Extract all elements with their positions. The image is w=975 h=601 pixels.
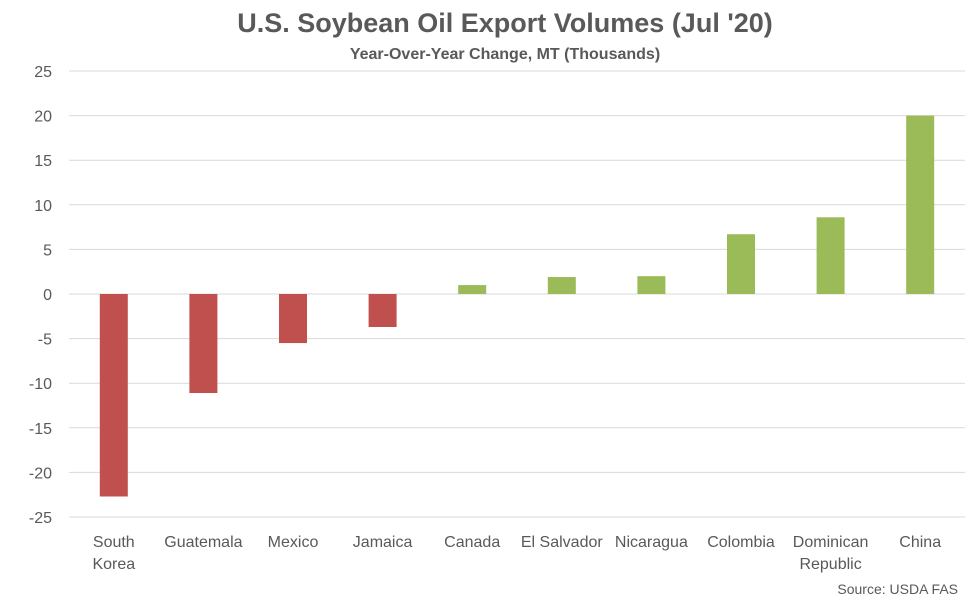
- bar: [816, 217, 845, 294]
- x-category-label: Republic: [799, 556, 861, 573]
- y-tick-label: 10: [34, 198, 52, 215]
- y-tick-label: -25: [29, 510, 52, 527]
- x-category-label: Jamaica: [353, 534, 413, 551]
- x-category-label: China: [899, 534, 941, 551]
- x-category-label: El Salvador: [521, 534, 603, 551]
- x-category-label: Canada: [444, 534, 500, 551]
- x-category-label: South: [93, 534, 135, 551]
- y-tick-label: -15: [29, 421, 52, 438]
- x-category-label: Korea: [92, 556, 135, 573]
- y-tick-label: 15: [34, 153, 52, 170]
- bar: [547, 277, 576, 294]
- x-category-label: Mexico: [268, 534, 319, 551]
- bar: [637, 276, 666, 294]
- chart-subtitle: Year-Over-Year Change, MT (Thousands): [350, 46, 660, 63]
- y-tick-label: 25: [34, 64, 52, 81]
- bar: [727, 234, 755, 294]
- bar: [99, 294, 128, 497]
- x-category-label: Dominican: [793, 534, 869, 551]
- gridlines: [69, 70, 965, 518]
- y-tick-label: 20: [34, 109, 52, 126]
- chart-title: U.S. Soybean Oil Export Volumes (Jul '20…: [237, 8, 773, 38]
- x-category-label: Colombia: [707, 534, 775, 551]
- bar: [368, 294, 397, 328]
- source-note: Source: USDA FAS: [837, 581, 958, 597]
- y-tick-label: -10: [29, 376, 52, 393]
- x-category-label: Guatemala: [164, 534, 242, 551]
- bar: [189, 294, 218, 394]
- bar: [458, 285, 487, 294]
- bar: [906, 115, 935, 294]
- y-axis-ticks: 25 20 15 10 5 0 -5 -10 -15 -20 -25: [29, 64, 52, 527]
- y-tick-label: 0: [43, 287, 52, 304]
- y-tick-label: 5: [43, 242, 52, 259]
- x-category-label: Nicaragua: [615, 534, 688, 551]
- x-axis-categories: South Korea Guatemala Mexico Jamaica Canada El…: [92, 534, 941, 573]
- bar: [279, 294, 307, 344]
- y-tick-label: -20: [29, 465, 52, 482]
- y-tick-label: -5: [38, 332, 52, 349]
- bars: [99, 115, 935, 497]
